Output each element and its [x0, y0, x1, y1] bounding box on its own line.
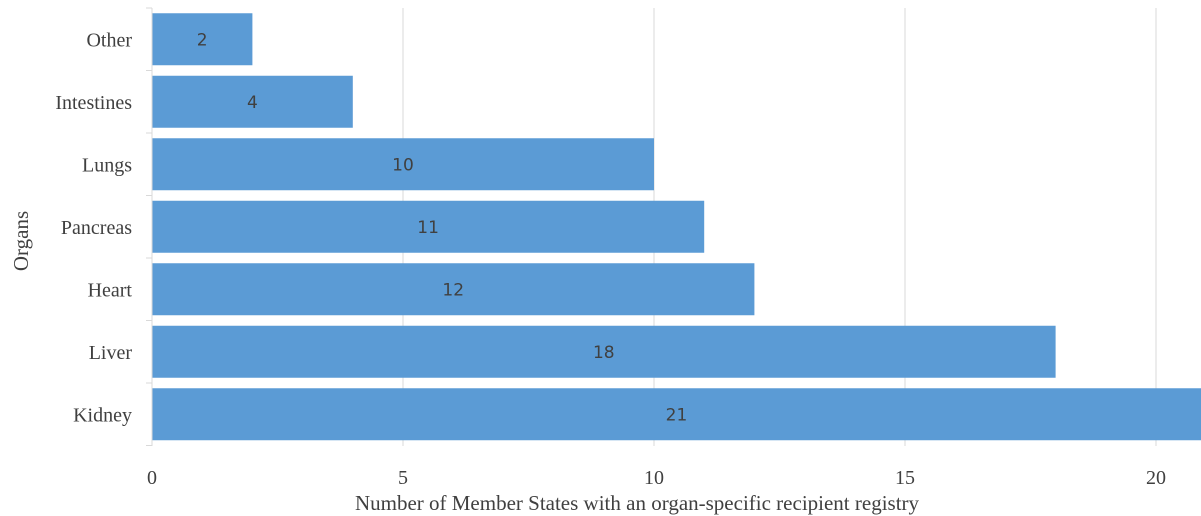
x-tick-label-20: 20 — [1146, 467, 1166, 489]
x-tick-label-15: 15 — [895, 467, 915, 489]
x-axis: 0 5 10 15 20 — [147, 467, 1166, 489]
bar-liver — [152, 325, 1056, 378]
data-label-pancreas: 11 — [417, 218, 439, 238]
data-label-heart: 12 — [442, 280, 464, 300]
category-label-lungs: Lungs — [82, 154, 132, 176]
bar-heart — [152, 263, 755, 316]
bars: 2 4 10 11 12 18 21 — [152, 13, 1201, 441]
bar-other — [152, 13, 253, 66]
x-tick-label-10: 10 — [644, 467, 664, 489]
x-tick-label-5: 5 — [398, 467, 408, 489]
category-label-pancreas: Pancreas — [61, 217, 132, 239]
data-label-liver: 18 — [593, 343, 615, 363]
category-label-heart: Heart — [88, 279, 133, 301]
category-label-intestines: Intestines — [55, 92, 132, 114]
x-tick-label-0: 0 — [147, 467, 157, 489]
bar-kidney — [152, 388, 1201, 441]
data-label-lungs: 10 — [392, 155, 414, 175]
category-label-liver: Liver — [89, 342, 133, 364]
data-label-other: 2 — [197, 30, 208, 50]
y-axis: Other Intestines Lungs Pancreas Heart Liver Ki… — [55, 7, 153, 446]
bar-lungs — [152, 138, 654, 191]
category-label-kidney: Kidney — [73, 404, 132, 426]
bar-pancreas — [152, 200, 705, 253]
bar-intestines — [152, 75, 353, 128]
y-axis-title: Organs — [9, 211, 33, 271]
category-label-other: Other — [86, 29, 132, 51]
data-label-intestines: 4 — [247, 93, 258, 113]
x-axis-title: Number of Member States with an organ-sp… — [355, 491, 920, 515]
data-label-kidney: 21 — [666, 405, 688, 425]
